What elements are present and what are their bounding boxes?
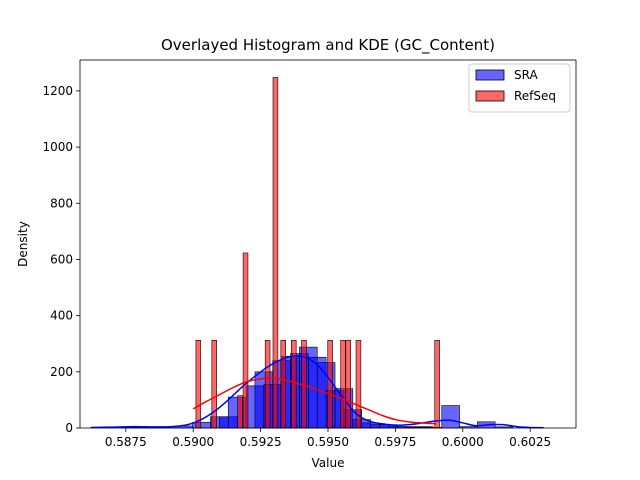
y-tick-label: 1200 bbox=[42, 84, 73, 98]
y-axis-ticks: 0 200 400 600 800 1000 1200 bbox=[42, 84, 80, 435]
y-tick-label: 800 bbox=[50, 196, 73, 210]
refseq-bar bbox=[237, 395, 243, 429]
y-tick-label: 1000 bbox=[42, 140, 73, 154]
legend-label-sra: SRA bbox=[514, 68, 538, 82]
x-tick-label: 0.5950 bbox=[307, 435, 349, 449]
refseq-bar bbox=[211, 340, 217, 429]
x-tick-label: 0.6000 bbox=[442, 435, 484, 449]
x-tick-label: 0.5875 bbox=[105, 435, 147, 449]
x-tick-label: 0.5925 bbox=[240, 435, 282, 449]
refseq-kde-line bbox=[192, 377, 436, 425]
x-tick-label: 0.5900 bbox=[172, 435, 214, 449]
refseq-bar bbox=[434, 340, 440, 429]
y-tick-label: 0 bbox=[65, 421, 73, 435]
refseq-bar bbox=[242, 252, 249, 429]
x-tick-label: 0.5975 bbox=[374, 435, 416, 449]
refseq-bar bbox=[264, 340, 271, 429]
legend-label-refseq: RefSeq bbox=[514, 89, 556, 103]
sra-bar bbox=[441, 405, 460, 429]
chart-title: Overlayed Histogram and KDE (GC_Content) bbox=[161, 36, 495, 55]
legend-swatch-sra bbox=[475, 69, 505, 81]
refseq-histogram bbox=[195, 77, 440, 429]
refseq-bar bbox=[195, 340, 202, 429]
x-tick-label: 0.6025 bbox=[509, 435, 551, 449]
refseq-bar bbox=[340, 340, 346, 429]
plot-area bbox=[90, 77, 544, 429]
refseq-bar bbox=[291, 340, 297, 429]
x-axis-label: Value bbox=[312, 456, 345, 470]
x-axis-ticks: 0.5875 0.5900 0.5925 0.5950 0.5975 0.6000 0.60… bbox=[105, 428, 551, 449]
refseq-bar bbox=[272, 77, 279, 429]
refseq-bar bbox=[280, 340, 286, 429]
y-tick-label: 400 bbox=[50, 309, 73, 323]
sra-bar bbox=[192, 422, 211, 429]
legend: SRA RefSeq bbox=[468, 63, 571, 113]
refseq-bar bbox=[327, 340, 333, 429]
y-tick-label: 600 bbox=[50, 252, 73, 266]
y-tick-label: 200 bbox=[50, 365, 73, 379]
refseq-bar bbox=[345, 340, 351, 429]
y-axis-label: Density bbox=[16, 221, 30, 267]
sra-kde-line bbox=[90, 355, 544, 429]
legend-swatch-refseq bbox=[475, 90, 505, 102]
